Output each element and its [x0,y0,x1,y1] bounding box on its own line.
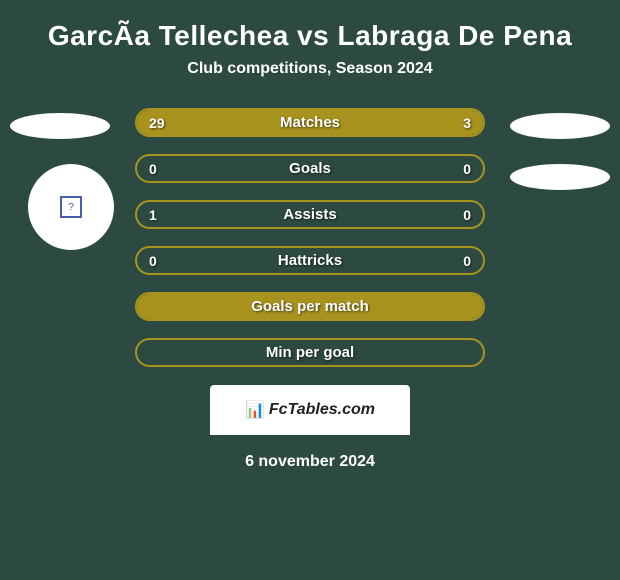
page-title: GarcÃ­a Tellechea vs Labraga De Pena [0,0,620,60]
player-right-club-placeholder [510,164,610,190]
stat-row: Min per goal [135,338,485,367]
snapshot-date: 6 november 2024 [0,453,620,471]
watermark-text: FcTables.com [269,401,375,419]
stat-row: Goals per match [135,292,485,321]
stat-row: 00Goals [135,154,485,183]
stat-row: 10Assists [135,200,485,229]
stat-label: Assists [137,206,483,223]
chart-icon: 📊 [245,400,265,420]
stat-row: 00Hattricks [135,246,485,275]
comparison-content: ? 293Matches 00Goals 10Assists 00Hattricks G… [0,108,620,471]
stat-row: 293Matches [135,108,485,137]
stat-label: Matches [137,114,483,131]
player-left-club-badge: ? [28,164,114,250]
stat-label: Goals [137,160,483,177]
stat-label: Min per goal [137,344,483,361]
player-right-avatar-placeholder [510,113,610,139]
player-left-avatar-placeholder [10,113,110,139]
stat-label: Hattricks [137,252,483,269]
badge-placeholder-icon: ? [60,196,82,218]
page-subtitle: Club competitions, Season 2024 [0,60,620,108]
stat-bars: 293Matches 00Goals 10Assists 00Hattricks Goa… [135,108,485,367]
watermark-badge: 📊 FcTables.com [210,385,410,435]
stat-label: Goals per match [137,298,483,315]
